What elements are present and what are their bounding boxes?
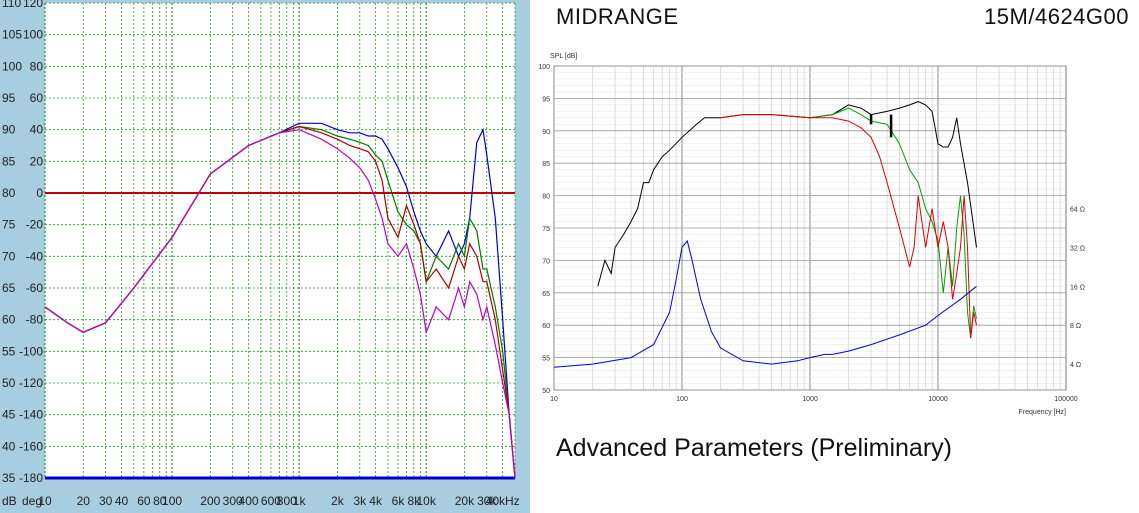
x-tick-label: 40 (115, 494, 129, 508)
response-curve-3 (720, 114, 977, 339)
x-tick-label: 3k (353, 494, 367, 508)
y-tick-label-deg: 20 (30, 154, 44, 168)
impedance-tick-label: 64 Ω (1070, 207, 1085, 214)
x-tick-label: 80 (153, 494, 167, 508)
x-tick-label: 1000 (802, 396, 818, 403)
x-tick-label: 800 (277, 494, 297, 508)
y-tick-label-db: 90 (2, 123, 16, 137)
y-tick-label-deg: 100 (23, 28, 43, 42)
y-tick-label-db: 75 (2, 218, 16, 232)
impedance-tick-label: 4 Ω (1070, 362, 1081, 369)
x-tick-label: 200 (200, 494, 220, 508)
y-tick-label-deg: -120 (19, 376, 43, 390)
y-tick-label: 60 (542, 323, 550, 330)
response-curve-4 (44, 129, 516, 479)
x-tick-label: 300 (223, 494, 243, 508)
y-axis-label: SPL [dB] (550, 53, 577, 60)
y-tick-label-deg: 120 (23, 0, 43, 10)
y-tick-label-deg: -180 (19, 471, 43, 485)
x-tick-label: 10000 (928, 396, 948, 403)
header-model: 15M/4624G00 (984, 4, 1129, 29)
y-tick-label: 55 (542, 356, 550, 363)
y-tick-label: 80 (542, 194, 550, 201)
y-tick-label-db: 70 (2, 249, 16, 263)
x-tick-label: 20 (77, 494, 91, 508)
y-tick-label-db: 85 (2, 154, 16, 168)
x-tick-label: 100000 (1054, 396, 1077, 403)
impedance-tick-label: 16 Ω (1070, 284, 1085, 291)
y-tick-label-db: 100 (2, 59, 22, 73)
x-tick-label: 600 (261, 494, 281, 508)
response-curve-4 (553, 239, 977, 368)
y-tick-label-db: 105 (2, 28, 22, 42)
y-tick-label: 65 (542, 291, 550, 298)
x-tick-label: 60 (137, 494, 151, 508)
y-tick-label: 90 (542, 129, 550, 136)
x-tick-label: 40kHz (486, 494, 520, 508)
y-tick-label-db: 35 (2, 471, 16, 485)
caption: Advanced Parameters (Preliminary) (556, 434, 952, 462)
x-tick-label: 8k (408, 494, 422, 508)
x-tick-label: 30k (477, 494, 497, 508)
axis-unit-db: dB (2, 494, 17, 508)
y-tick-label-deg: 40 (30, 123, 44, 137)
y-tick-label-db: 40 (2, 439, 16, 453)
y-tick-label: 95 (542, 96, 550, 103)
header-title: MIDRANGE (556, 4, 679, 29)
y-tick-label-db: 80 (2, 186, 16, 200)
x-tick-label: 20k (455, 494, 475, 508)
y-tick-label-db: 110 (2, 0, 21, 10)
x-tick-label: 10 (550, 396, 558, 403)
y-tick-label-deg: -140 (19, 408, 43, 422)
y-tick-label-db: 95 (2, 91, 16, 105)
y-tick-label-deg: -80 (26, 313, 44, 327)
x-tick-label: 100 (162, 494, 182, 508)
impedance-tick-label: 8 Ω (1070, 323, 1081, 330)
x-tick-label: 10 (38, 494, 52, 508)
impedance-tick-label: 32 Ω (1070, 245, 1085, 252)
y-tick-label-deg: 60 (30, 91, 44, 105)
y-tick-label-deg: -60 (26, 281, 44, 295)
y-tick-label-deg: 80 (30, 59, 44, 73)
x-tick-label: 6k (392, 494, 406, 508)
x-tick-label: 10k (417, 494, 437, 508)
y-tick-label: 100 (538, 64, 550, 71)
x-tick-label: 30 (99, 494, 113, 508)
y-tick-label: 50 (542, 388, 550, 395)
right-panel: MIDRANGE 15M/4624G00 50 55 60 65 70 75 80 85 90 9… (530, 0, 1139, 513)
y-tick-label-db: 60 (2, 313, 16, 327)
y-tick-label-db: 45 (2, 408, 16, 422)
x-tick-label: 1k (293, 494, 307, 508)
y-tick-label-db: 65 (2, 281, 16, 295)
x-tick-label: 4k (369, 494, 383, 508)
x-axis-label: Frequency [Hz] (1019, 409, 1067, 416)
y-tick-label: 70 (542, 258, 550, 265)
plot-area (45, 3, 515, 478)
response-curve-2 (720, 107, 977, 339)
x-tick-label: 2k (331, 494, 345, 508)
y-tick-label-deg: 0 (36, 186, 43, 200)
y-tick-label: 85 (542, 161, 550, 168)
right-frequency-chart: 50 55 60 65 70 75 80 85 90 95 100 8 Ω 16 Ω 32 Ω 64 Ω 4 … (538, 53, 1085, 416)
y-tick-label-db: 55 (2, 344, 16, 358)
y-tick-label-deg: -20 (26, 218, 44, 232)
left-chart-panel: 110 120 105 100 100 80 95 60 90 40 85 20 80 0 75 -20 70-… (0, 0, 530, 513)
y-tick-label-deg: -160 (19, 439, 43, 453)
axis-unit-deg: deg (22, 494, 42, 508)
y-tick-label: 75 (542, 226, 550, 233)
x-tick-label: 400 (239, 494, 259, 508)
y-tick-label-db: 50 (2, 376, 16, 390)
y-tick-label-deg: -40 (26, 249, 44, 263)
x-tick-label: 100 (676, 396, 688, 403)
y-tick-label-deg: -100 (19, 344, 43, 358)
